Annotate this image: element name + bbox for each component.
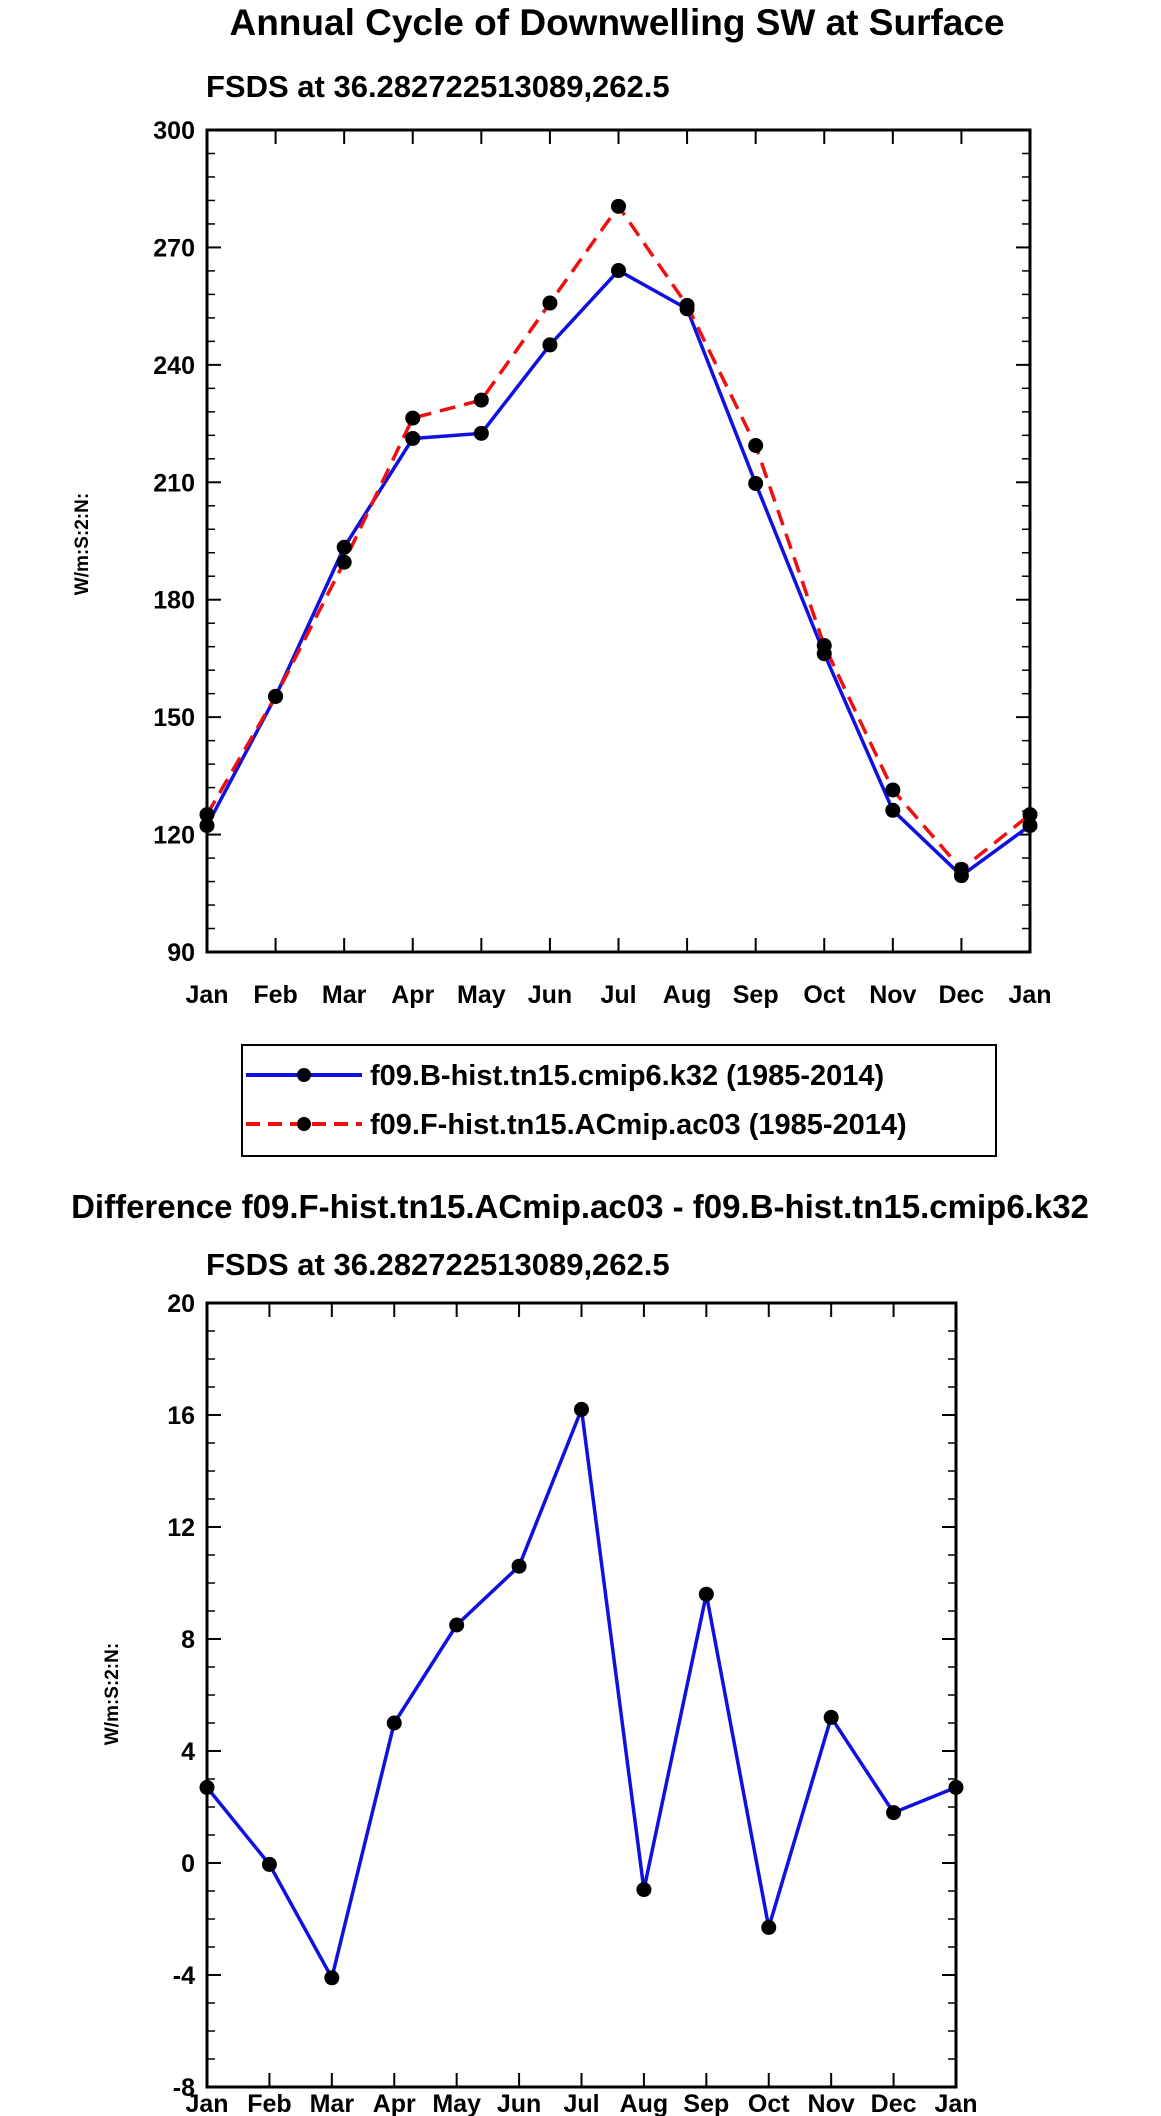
series-2-point <box>953 861 969 877</box>
y-tick-label: 16 <box>167 1402 195 1430</box>
x-tick-label: Jun <box>528 981 572 1009</box>
series-1-point <box>748 475 764 491</box>
y-tick-label: 180 <box>153 587 195 615</box>
series-1-point <box>449 1617 465 1633</box>
x-tick-label: Jan <box>1008 981 1051 1009</box>
x-tick-label: Jan <box>185 981 228 1009</box>
series-2-point <box>679 297 695 313</box>
series-1-point <box>336 539 352 555</box>
x-tick-label: Dec <box>938 981 984 1009</box>
y-tick-label: 8 <box>181 1626 195 1654</box>
chart1-legend: f09.B-hist.tn15.cmip6.k32 (1985-2014) f0… <box>241 1044 997 1157</box>
series-1-point <box>574 1401 589 1417</box>
y-tick-label: 300 <box>153 117 195 145</box>
series-2-point <box>542 295 558 311</box>
x-tick-label: Oct <box>748 2090 790 2116</box>
series-2-point <box>885 782 901 798</box>
series-2-point <box>336 554 352 570</box>
x-tick-label: Nov <box>808 2090 855 2116</box>
x-tick-label: Jun <box>497 2090 541 2116</box>
annual-cycle-chart: Annual Cycle of Downwelling SW at Surfac… <box>72 2 1052 1009</box>
y-tick-label: 90 <box>167 939 195 967</box>
series-2-point <box>405 410 421 426</box>
series-1-point <box>261 1856 277 1872</box>
legend-frame <box>241 1044 997 1157</box>
series-2-point <box>816 638 832 654</box>
x-tick-label: Feb <box>253 981 297 1009</box>
y-tick-label: 240 <box>153 352 195 380</box>
series-1-point <box>473 425 489 441</box>
legend-marker-series-1 <box>297 1068 311 1082</box>
series-1-point <box>386 1715 402 1731</box>
series-2-point <box>268 688 284 704</box>
series-1-point <box>886 1805 902 1821</box>
legend-label-series-1: f09.B-hist.tn15.cmip6.k32 (1985-2014) <box>370 1060 884 1092</box>
series-2-point <box>748 437 764 453</box>
chart2-subtitle: FSDS at 36.282722513089,262.5 <box>206 1247 670 1282</box>
y-tick-label: 120 <box>153 822 195 850</box>
series-1-point <box>698 1586 714 1602</box>
series-2-point <box>611 198 626 214</box>
x-tick-label: Feb <box>247 2090 291 2116</box>
x-tick-label: Dec <box>871 2090 917 2116</box>
chart1-subtitle: FSDS at 36.282722513089,262.5 <box>206 69 670 104</box>
legend-marker-series-2 <box>297 1117 311 1131</box>
x-tick-label: May <box>432 2090 481 2116</box>
legend-label-series-2: f09.F-hist.tn15.ACmip.ac03 (1985-2014) <box>370 1109 907 1141</box>
x-tick-label: Nov <box>869 981 916 1009</box>
x-tick-label: May <box>457 981 506 1009</box>
series-1-point <box>885 802 901 818</box>
y-tick-label: 20 <box>167 1290 195 1318</box>
y-tick-label: 270 <box>153 234 195 262</box>
series-1-point <box>324 1970 340 1986</box>
x-tick-label: Oct <box>803 981 845 1009</box>
x-tick-label: Jan <box>934 2090 977 2116</box>
chart2-ylabel: W/m:S:2:N: <box>102 1643 123 1745</box>
x-tick-label: Apr <box>373 2090 416 2116</box>
y-tick-label: -8 <box>173 2074 195 2102</box>
y-tick-label: 4 <box>181 1738 195 1766</box>
x-tick-label: Mar <box>322 981 367 1009</box>
y-tick-label: 210 <box>153 469 195 497</box>
chart1-plot-frame <box>205 128 1032 954</box>
x-tick-label: Mar <box>310 2090 355 2116</box>
y-tick-label: 0 <box>181 1850 195 1878</box>
series-2-line <box>205 204 1032 872</box>
x-tick-label: Jan <box>185 2090 228 2116</box>
series-1-point <box>636 1882 652 1898</box>
y-tick-label: -4 <box>173 1962 195 1990</box>
series-1-point <box>611 263 626 279</box>
chart1-title: Annual Cycle of Downwelling SW at Surfac… <box>229 2 1004 43</box>
difference-chart: Difference f09.F-hist.tn15.ACmip.ac03 - … <box>71 1188 1089 2116</box>
series-1-point <box>542 337 558 353</box>
x-tick-label: Jul <box>563 2090 599 2116</box>
series-1-line <box>205 268 1032 878</box>
series-1-point <box>511 1558 527 1574</box>
x-tick-label: Apr <box>391 981 434 1009</box>
series-1-point <box>405 430 421 446</box>
y-tick-label: 12 <box>167 1514 195 1542</box>
y-tick-label: 150 <box>153 704 195 732</box>
chart2-title: Difference f09.F-hist.tn15.ACmip.ac03 - … <box>71 1188 1089 1225</box>
x-tick-label: Sep <box>733 981 779 1009</box>
series-2-point <box>473 392 489 408</box>
x-tick-label: Sep <box>683 2090 729 2116</box>
x-tick-label: Aug <box>620 2090 669 2116</box>
series-1-point <box>823 1709 839 1725</box>
series-1-line <box>205 1407 957 1980</box>
series-1-point <box>761 1919 777 1935</box>
chart2-plot-frame <box>205 1301 958 2089</box>
chart1-ylabel: W/m:S:2:N: <box>72 493 93 595</box>
x-tick-label: Jul <box>600 981 636 1009</box>
x-tick-label: Aug <box>663 981 712 1009</box>
